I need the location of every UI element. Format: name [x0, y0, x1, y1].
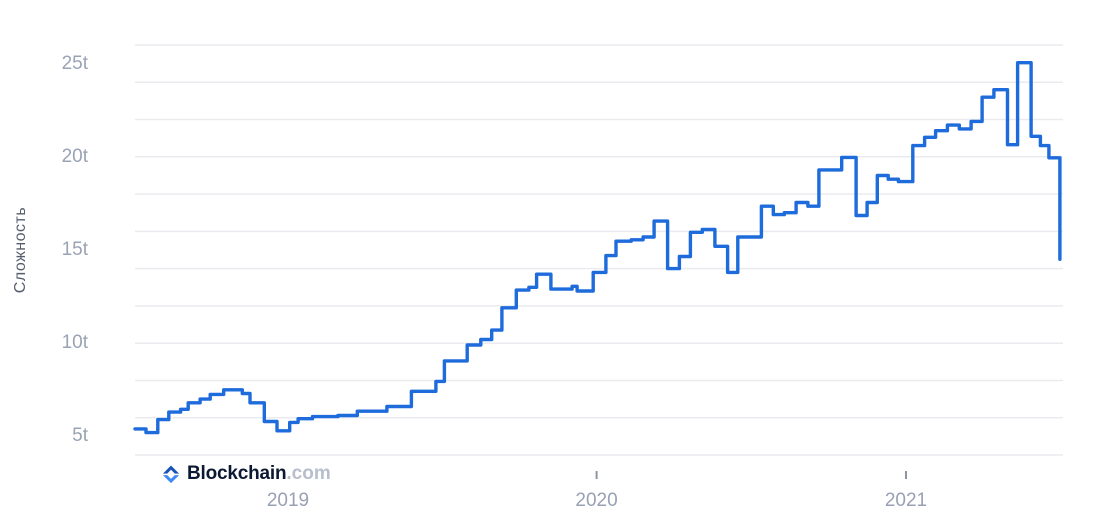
plot-area[interactable] — [135, 45, 1063, 455]
x-axis-label: 2021 — [884, 490, 928, 511]
x-axis-label: 2020 — [575, 490, 618, 511]
logo-brand-text: Blockchain — [187, 463, 287, 484]
x-axis-label: 2019 — [266, 490, 310, 511]
logo-suffix-text: .com — [286, 463, 331, 484]
difficulty-line-series — [133, 61, 1062, 435]
blockchain-diamond-icon — [161, 464, 181, 484]
y-axis-label: 10t — [61, 332, 88, 354]
y-axis-label: 20t — [61, 145, 88, 167]
y-axis-label: 15t — [61, 239, 88, 260]
y-axis-title: Сложность — [12, 206, 29, 294]
gridlines — [135, 44, 1063, 456]
y-axis-label: 25t — [61, 52, 88, 74]
x-axis-tick-marks — [595, 471, 907, 479]
blockchain-logo: Blockchain .com — [161, 463, 331, 484]
y-axis-label: 5t — [72, 425, 88, 447]
